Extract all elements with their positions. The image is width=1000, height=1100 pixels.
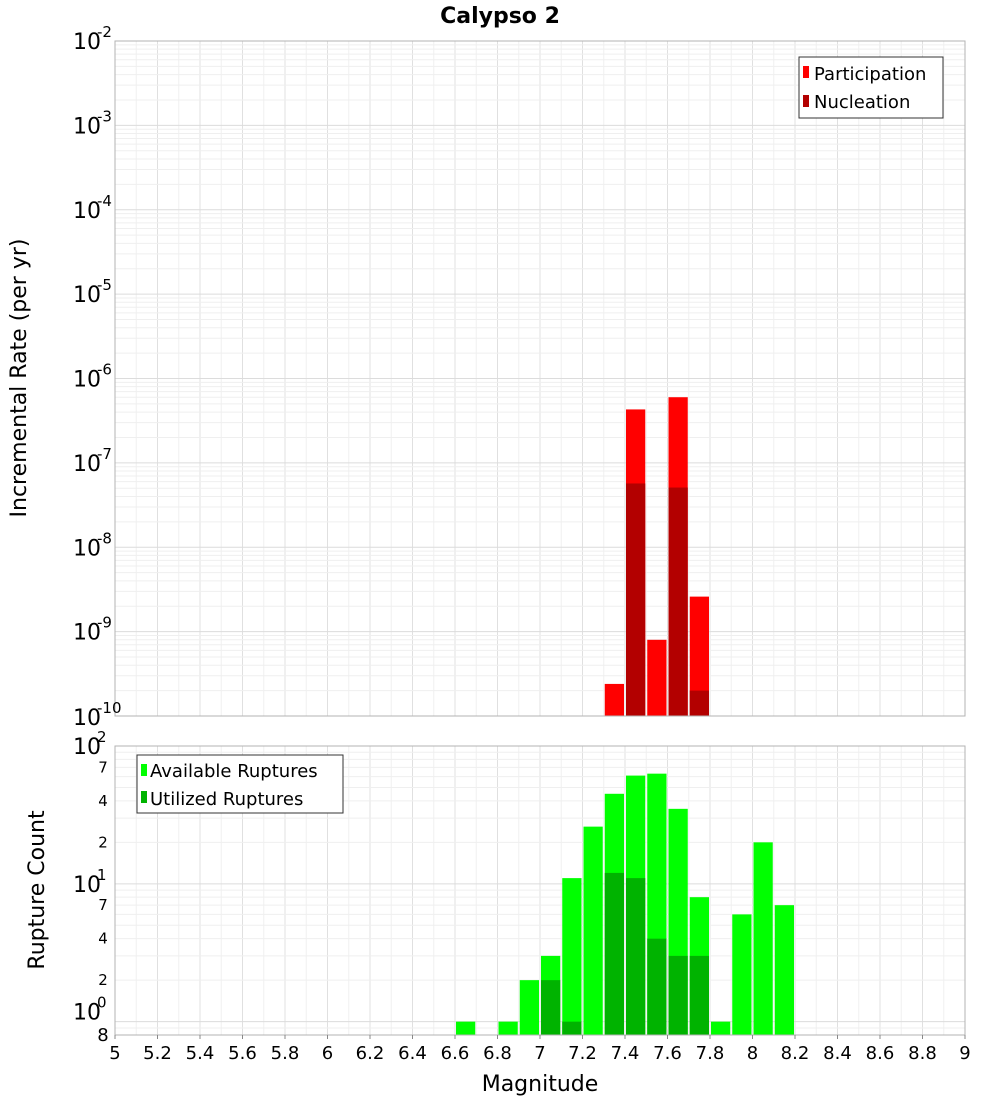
x-tick-label: 6	[322, 1043, 333, 1064]
x-tick-label: 5.4	[186, 1043, 215, 1064]
bottom-legend: Available Ruptures Utilized Ruptures	[136, 754, 344, 814]
top-plot-bars	[604, 397, 709, 716]
y-tick-exponent: -3	[97, 107, 112, 125]
legend-swatch-nucleation	[803, 95, 809, 107]
bottom-bar-available-ruptures	[498, 1021, 518, 1035]
bottom-bar-utilized-ruptures	[668, 955, 688, 1035]
bottom-plot-bars	[456, 773, 794, 1035]
bottom-bar-utilized-ruptures	[647, 938, 667, 1035]
legend-label-utilized: Utilized Ruptures	[150, 789, 303, 810]
y-tick-label: 10	[73, 1001, 101, 1026]
legend-swatch-utilized	[141, 791, 147, 803]
y-tick-exponent: 1	[97, 866, 107, 884]
x-tick-label: 7.2	[568, 1043, 597, 1064]
y-tick-exponent: -7	[97, 445, 112, 463]
y-tick-label: 10	[73, 283, 101, 308]
bottom-y-axis-label: Rupture Count	[25, 810, 50, 970]
x-tick-labels: 5 5.2 5.4 5.6 5.8 6 6.2 6.4 6.6 6.8 7 7.2 7.4 7.6 7.8 8…	[109, 1035, 971, 1064]
legend-label-participation: Participation	[814, 64, 926, 85]
legend-swatch-available	[141, 764, 147, 776]
x-tick-label: 8	[747, 1043, 758, 1064]
top-bar-participation	[647, 639, 667, 716]
x-tick-label: 5	[109, 1043, 120, 1064]
y-minor-tick-label: 7	[98, 896, 108, 914]
top-bar-nucleation	[689, 690, 709, 716]
y-tick-exponent: -6	[97, 361, 112, 379]
y-tick-label: 10	[73, 873, 101, 898]
x-tick-label: 8.4	[823, 1043, 852, 1064]
legend-label-available: Available Ruptures	[150, 761, 318, 782]
y-minor-tick-label: 7	[98, 758, 108, 776]
y-tick-label: 10	[73, 536, 101, 561]
x-tick-label: 8.6	[866, 1043, 895, 1064]
x-tick-label: 7.4	[611, 1043, 640, 1064]
x-tick-label: 7	[534, 1043, 545, 1064]
bottom-bar-available-ruptures	[753, 842, 773, 1035]
bottom-bar-available-ruptures	[711, 1021, 731, 1035]
x-tick-label: 6.6	[441, 1043, 470, 1064]
y-minor-tick-label: 2	[98, 833, 108, 851]
top-bar-participation	[689, 596, 709, 716]
top-plot-grid	[114, 40, 966, 717]
y-tick-label: 10	[73, 368, 101, 393]
top-legend: Participation Nucleation	[798, 56, 944, 119]
x-tick-label: 7.8	[696, 1043, 725, 1064]
top-bar-nucleation	[668, 487, 688, 716]
x-tick-label: 8.2	[781, 1043, 810, 1064]
y-minor-tick-label: 8	[97, 1025, 108, 1046]
x-tick-label: 5.8	[271, 1043, 300, 1064]
x-tick-label: 8.8	[908, 1043, 937, 1064]
bottom-bar-utilized-ruptures	[562, 1021, 582, 1035]
bottom-bar-utilized-ruptures	[604, 872, 624, 1035]
bottom-bar-utilized-ruptures	[689, 955, 709, 1035]
y-tick-label: 10	[73, 199, 101, 224]
y-minor-tick-label: 4	[98, 930, 108, 948]
top-plot-frame	[114, 40, 966, 717]
y-tick-exponent: -10	[97, 699, 122, 717]
y-tick-label: 10	[73, 706, 101, 731]
top-legend-box	[798, 56, 944, 119]
y-tick-exponent: 0	[97, 994, 107, 1012]
x-tick-label: 5.6	[228, 1043, 257, 1064]
bottom-bar-available-ruptures	[774, 905, 794, 1035]
y-tick-label: 10	[73, 452, 101, 477]
top-bar-nucleation	[626, 483, 646, 716]
x-tick-label: 7.6	[653, 1043, 682, 1064]
y-tick-exponent: 2	[97, 728, 107, 746]
top-y-axis-label: Incremental Rate (per yr)	[7, 239, 32, 518]
top-bar-participation	[604, 683, 624, 716]
y-tick-exponent: -2	[97, 23, 112, 41]
y-tick-label: 10	[73, 30, 101, 55]
y-tick-exponent: -4	[97, 192, 112, 210]
bottom-legend-box	[136, 754, 344, 814]
y-tick-label: 10	[73, 735, 101, 760]
y-minor-tick-label: 2	[98, 971, 108, 989]
legend-label-nucleation: Nucleation	[814, 92, 910, 113]
x-tick-label: 6.4	[398, 1043, 427, 1064]
y-tick-exponent: -5	[97, 276, 112, 294]
y-tick-exponent: -9	[97, 614, 112, 632]
bottom-bar-utilized-ruptures	[626, 878, 646, 1035]
legend-swatch-participation	[803, 66, 809, 78]
chart-title: Calypso 2	[440, 4, 560, 29]
bottom-bar-available-ruptures	[562, 878, 582, 1035]
y-tick-exponent: -8	[97, 529, 112, 547]
x-tick-label: 6.8	[483, 1043, 512, 1064]
bottom-bar-utilized-ruptures	[541, 980, 561, 1035]
x-tick-label: 5.2	[143, 1043, 172, 1064]
x-tick-label: 6.2	[356, 1043, 385, 1064]
y-tick-label: 10	[73, 621, 101, 646]
bottom-bar-available-ruptures	[456, 1021, 476, 1035]
y-tick-label: 10	[73, 114, 101, 139]
bottom-bar-available-ruptures	[519, 980, 539, 1035]
y-minor-tick-label: 4	[98, 792, 108, 810]
bottom-bar-available-ruptures	[583, 826, 603, 1035]
x-axis-label: Magnitude	[482, 1072, 599, 1097]
x-tick-label: 9	[959, 1043, 970, 1064]
bottom-bar-available-ruptures	[732, 914, 752, 1035]
